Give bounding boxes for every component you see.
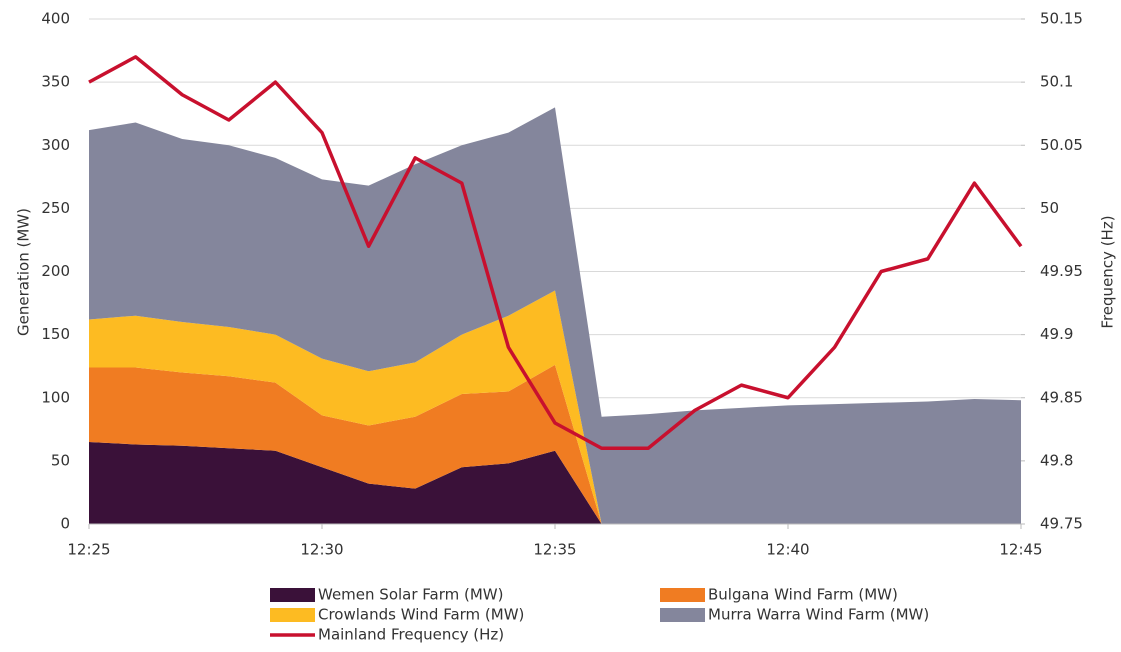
- y-tick-label: 100: [41, 388, 70, 406]
- y-tick-label: 0: [60, 515, 70, 533]
- y2-tick-label: 49.95: [1040, 262, 1083, 280]
- area: [89, 364, 1021, 524]
- line: [88, 55, 1023, 450]
- y-tick-label: 50: [51, 451, 70, 469]
- y2-axis-title: Frequency (Hz): [1099, 215, 1117, 328]
- y2-tick-label: 50.1: [1040, 73, 1073, 91]
- x-tick-label: 12:45: [999, 541, 1042, 559]
- area: [89, 441, 1021, 524]
- x-tick-label: 12:25: [67, 541, 110, 559]
- legend-label: Wemen Solar Farm (MW): [318, 586, 504, 604]
- area: [89, 290, 1021, 524]
- legend-label: Bulgana Wind Farm (MW): [708, 586, 898, 604]
- x-tick-label: 12:35: [533, 541, 576, 559]
- y-tick-label: 250: [41, 199, 70, 217]
- legend-swatch: [270, 608, 315, 622]
- legend-swatch: [660, 588, 705, 602]
- y2-tick-label: 50.15: [1040, 10, 1083, 28]
- area: [89, 107, 1021, 524]
- legend-swatch: [660, 608, 705, 622]
- y2-tick-label: 49.75: [1040, 515, 1083, 533]
- y2-tick-label: 50.05: [1040, 136, 1083, 154]
- y2-tick-label: 50: [1040, 199, 1059, 217]
- x-tick-label: 12:30: [300, 541, 343, 559]
- y-tick-label: 350: [41, 73, 70, 91]
- x-tick-label: 12:40: [766, 541, 809, 559]
- legend-label: Mainland Frequency (Hz): [318, 626, 504, 644]
- legend-label: Murra Warra Wind Farm (MW): [708, 606, 929, 624]
- y-tick-label: 300: [41, 136, 70, 154]
- y-tick-label: 400: [41, 10, 70, 28]
- y2-tick-label: 49.85: [1040, 388, 1083, 406]
- y-tick-label: 150: [41, 325, 70, 343]
- y-tick-label: 200: [41, 262, 70, 280]
- y-axis-title: Generation (MW): [15, 208, 33, 336]
- y2-tick-label: 49.8: [1040, 451, 1073, 469]
- y2-tick-label: 49.9: [1040, 325, 1073, 343]
- legend-swatch: [270, 588, 315, 602]
- legend-label: Crowlands Wind Farm (MW): [318, 606, 524, 624]
